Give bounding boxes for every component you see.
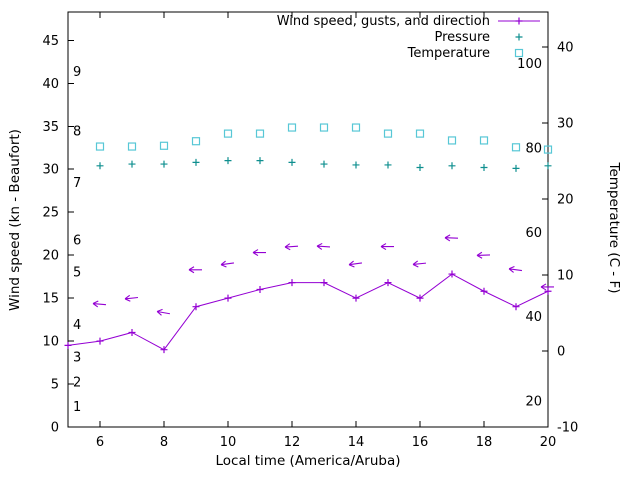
fahrenheit-scale-labels: 20 40 60 80 100	[517, 57, 542, 410]
x-axis-title: Local time (America/Aruba)	[215, 453, 401, 469]
wind-direction-arrow	[380, 243, 394, 251]
wind-direction-arrow	[316, 242, 331, 250]
y-left-tick-label: 35	[42, 120, 59, 135]
beaufort-label: 4	[73, 318, 81, 333]
x-tick-label: 10	[220, 435, 237, 450]
y-left-tick-label: 0	[51, 421, 59, 436]
y-left-tick-label: 10	[42, 335, 59, 350]
y-axis-left-title: Wind speed (kn - Beaufort)	[7, 129, 23, 311]
wind-direction-arrow	[92, 300, 107, 308]
x-tick-label: 12	[284, 435, 301, 450]
fahrenheit-label: 40	[525, 310, 542, 325]
y-right-tick-label: 40	[557, 40, 574, 55]
beaufort-label: 9	[73, 65, 81, 80]
beaufort-label: 3	[73, 350, 81, 365]
legend-label: Pressure	[434, 30, 490, 45]
series-temperature	[95, 123, 553, 154]
y-axis-right-title: Temperature (C - F)	[606, 162, 622, 294]
y-left-tick-label: 45	[42, 34, 59, 49]
y-left-tick-label: 25	[42, 206, 59, 221]
y-left-tick-label: 15	[42, 292, 59, 307]
beaufort-label: 6	[73, 234, 81, 249]
beaufort-label: 2	[73, 375, 81, 390]
wind-direction-arrow	[476, 251, 491, 259]
beaufort-label: 7	[73, 176, 81, 191]
x-tick-label: 6	[96, 435, 104, 450]
wind-direction-arrow	[412, 260, 427, 268]
beaufort-label: 1	[73, 400, 81, 415]
x-tick-label: 14	[348, 435, 365, 450]
y-right-tick-label: 20	[557, 192, 574, 207]
series-wind-speed	[64, 270, 552, 354]
legend-label: Wind speed, gusts, and direction	[277, 14, 490, 29]
wind-direction-arrow	[508, 266, 523, 273]
plot-border	[67, 11, 549, 428]
beaufort-scale-labels: 1 2 3 4 5 6 7 8 9	[73, 65, 81, 415]
fahrenheit-label: 80	[525, 141, 542, 156]
x-axis-ticks: 6 8 10 12 14 16 18 20	[96, 12, 556, 450]
beaufort-label: 5	[73, 265, 81, 280]
x-tick-label: 16	[412, 435, 429, 450]
fahrenheit-label: 100	[517, 57, 542, 72]
y-right-tick-label: 0	[557, 344, 565, 359]
legend: Wind speed, gusts, and directionPressure…	[277, 14, 540, 61]
y-left-ticks: 0 5 10 15 20 25 30 35 40 45	[42, 34, 74, 436]
y-right-ticks: -10 0 10 20 30 40	[542, 40, 578, 436]
y-left-tick-label: 5	[51, 378, 59, 393]
y-left-tick-label: 30	[42, 163, 59, 178]
wind-direction-arrow	[156, 308, 171, 316]
fahrenheit-label: 20	[525, 395, 542, 410]
x-tick-label: 18	[476, 435, 493, 450]
y-right-tick-label: -10	[557, 421, 578, 436]
beaufort-label: 8	[73, 124, 81, 139]
series-pressure	[96, 157, 552, 172]
wind-direction-arrow	[252, 249, 266, 257]
x-tick-label: 8	[160, 435, 168, 450]
series-wind-gusts	[92, 234, 554, 316]
wind-direction-arrow	[124, 294, 139, 302]
wind-direction-arrow	[220, 260, 235, 268]
y-right-tick-label: 30	[557, 116, 574, 131]
x-tick-label: 20	[540, 435, 557, 450]
fahrenheit-label: 60	[525, 226, 542, 241]
y-left-tick-label: 20	[42, 249, 59, 264]
wind-direction-arrow	[348, 260, 363, 268]
y-right-tick-label: 10	[557, 268, 574, 283]
wind-direction-arrow	[284, 243, 299, 251]
wind-direction-arrow	[540, 283, 554, 291]
wind-direction-arrow	[188, 266, 202, 274]
wind-direction-arrow	[444, 234, 459, 242]
y-left-tick-label: 40	[42, 77, 59, 92]
legend-label: Temperature	[407, 46, 490, 61]
